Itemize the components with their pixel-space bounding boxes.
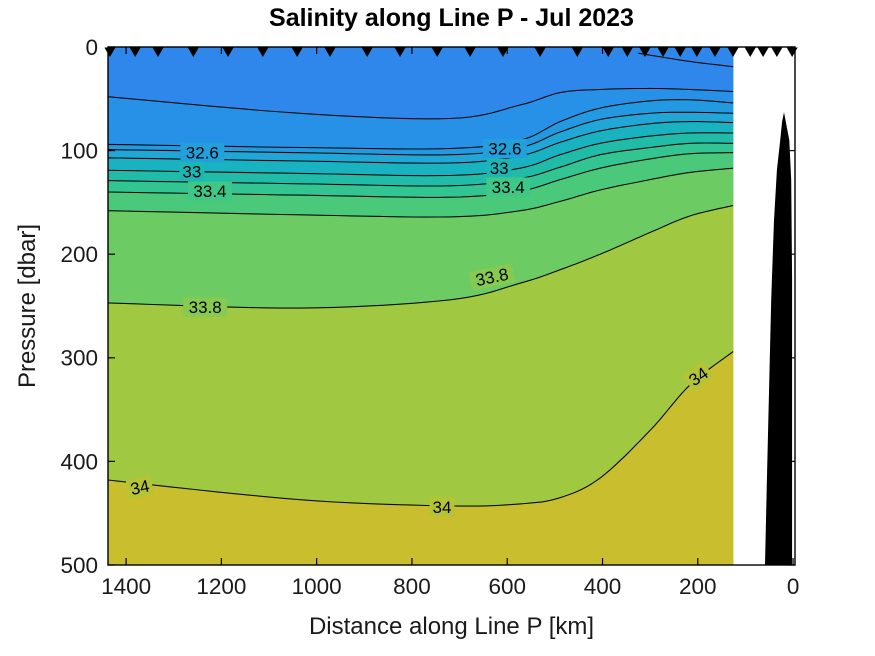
contour-label-backing — [179, 161, 205, 181]
station-marker-icon — [361, 47, 373, 57]
contour-label-group: 34 — [429, 497, 455, 517]
contour-label: 32.6 — [488, 139, 521, 158]
y-axis-label: Pressure [dbar] — [14, 223, 41, 389]
station-marker-icon — [602, 47, 614, 57]
station-marker-icon — [431, 47, 443, 57]
station-marker-icon — [394, 47, 406, 57]
x-axis-label: Distance along Line P [km] — [308, 613, 595, 640]
station-marker-icon — [257, 47, 269, 57]
contour-label-backing — [183, 297, 228, 317]
y-tick-label: 100 — [60, 138, 98, 163]
contour-label-backing — [682, 361, 714, 392]
contour-label: 32.6 — [186, 144, 219, 163]
station-marker-icon — [187, 47, 199, 57]
station-marker-icon — [222, 47, 234, 57]
station-marker-icon — [691, 47, 703, 57]
plot-title: Salinity along Line P - Jul 2023 — [269, 4, 634, 32]
station-marker-icon — [639, 47, 651, 57]
station-marker-icon — [324, 47, 336, 57]
contour-label-group: 33.4 — [486, 177, 531, 197]
station-marker-icon — [744, 47, 756, 57]
bathymetry-fill — [765, 112, 793, 566]
station-marker-icon — [709, 47, 721, 57]
contour-label-backing — [429, 497, 455, 517]
contour-label-group: 33.8 — [183, 297, 228, 317]
contour-label: 33.4 — [492, 178, 525, 197]
contour-label: 33.4 — [193, 182, 226, 201]
x-tick-label: 600 — [488, 574, 526, 599]
station-marker-icon — [757, 47, 769, 57]
axes-box — [107, 46, 796, 566]
y-tick-label: 0 — [85, 35, 98, 60]
station-marker-icon — [786, 47, 798, 57]
contour-line-33.2 — [107, 142, 734, 187]
contour-label: 34 — [433, 498, 452, 517]
contour-label-backing — [482, 139, 527, 159]
station-marker-icon — [727, 47, 739, 57]
contour-line-32.4 — [107, 99, 734, 150]
y-tick-label: 500 — [60, 553, 98, 578]
x-tick-label: 0 — [787, 574, 800, 599]
contour-label-group: 33.8 — [468, 263, 516, 291]
station-marker-icon — [497, 47, 509, 57]
contour-line-surface-outcrop — [638, 52, 734, 68]
contour-label-group: 34 — [125, 475, 155, 500]
contour-label-group: 32.6 — [180, 143, 225, 163]
contour-label-group: 32.6 — [482, 139, 527, 159]
y-tick-label: 200 — [60, 242, 98, 267]
y-tick-label: 300 — [60, 346, 98, 371]
station-marker-icon — [621, 47, 633, 57]
x-tick-label: 1000 — [292, 574, 342, 599]
station-marker-icon — [571, 47, 583, 57]
contour-label-group: 33 — [179, 161, 205, 181]
contour-line-33.6 — [107, 167, 734, 218]
contour-label-group: 33 — [486, 158, 512, 178]
contour-label-backing — [125, 475, 155, 500]
x-tick-label: 1400 — [101, 574, 151, 599]
station-marker-icon — [674, 47, 686, 57]
station-marker-icon — [534, 47, 546, 57]
station-marker-icon — [657, 47, 669, 57]
contour-label: 33 — [490, 159, 509, 178]
station-marker-icon — [291, 47, 303, 57]
station-marker-icon — [771, 47, 783, 57]
contour-line-34 — [107, 351, 734, 507]
contour-label-backing — [180, 143, 225, 163]
contour-line-33.8 — [107, 204, 734, 309]
contour-line-32.6 — [107, 111, 734, 156]
contour-line-32.8 — [107, 121, 734, 164]
contour-line-33 — [107, 132, 734, 177]
contour-label: 33 — [182, 162, 201, 181]
contour-label-backing — [486, 177, 531, 197]
x-tick-label: 1200 — [196, 574, 246, 599]
contour-line-32.2 — [107, 87, 734, 120]
station-marker-icon — [129, 47, 141, 57]
contour-label: 33.8 — [189, 298, 222, 317]
station-marker-icon — [152, 47, 164, 57]
contour-label-backing — [468, 263, 516, 291]
contour-label-backing — [486, 158, 512, 178]
x-tick-label: 400 — [584, 574, 622, 599]
contour-label-group: 33.4 — [187, 181, 232, 201]
x-tick-label: 800 — [393, 574, 431, 599]
y-tick-label: 400 — [60, 449, 98, 474]
contour-label: 34 — [129, 476, 151, 499]
x-tick-label: 200 — [679, 574, 717, 599]
station-marker-icon — [464, 47, 476, 57]
station-marker-icon — [104, 47, 116, 57]
contour-label-backing — [187, 181, 232, 201]
contour-line-33.4 — [107, 152, 734, 198]
